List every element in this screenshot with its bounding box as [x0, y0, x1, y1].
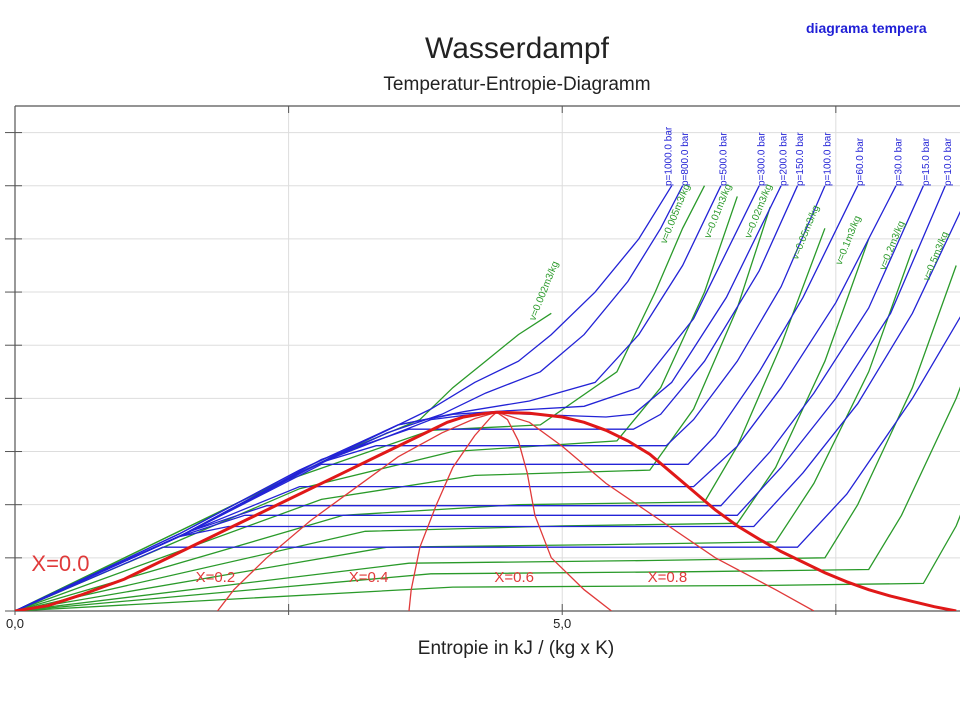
isochore-label: v=0.002m3/kg — [527, 260, 561, 323]
x-axis-label: Entropie in kJ / (kg x K) — [418, 638, 614, 659]
isobar-label: p=300.0 bar — [757, 132, 768, 186]
isobar-label: p=1000.0 bar — [664, 126, 675, 186]
isochore-label: v=0.05m3/kg — [790, 204, 822, 261]
isochore-line — [15, 238, 870, 611]
isobar-label: p=150.0 bar — [795, 132, 806, 186]
curves — [15, 185, 960, 611]
isobar-line — [15, 185, 799, 611]
quality-line — [216, 411, 497, 611]
isobar-line — [15, 185, 859, 611]
isochore-label: v=0.5m3/kg — [921, 230, 951, 282]
isobar-label: p=500.0 bar — [718, 132, 729, 186]
isobar-label: p=15.0 bar — [921, 137, 932, 186]
isochore-line — [15, 386, 960, 611]
saturated-vapor-line — [496, 410, 957, 611]
isobar-label: p=100.0 bar — [822, 132, 833, 186]
quality-label: X=0.0 — [31, 551, 89, 576]
x-tick-label: 5,0 — [553, 616, 571, 631]
isochore-line — [15, 185, 706, 611]
plot-area: 0,0 5,0 p=1000.0 bar p=800.0 bar p=500.0 bar… — [5, 105, 960, 631]
quality-label: X=0.8 — [648, 569, 688, 586]
quality-label: X=0.6 — [494, 569, 534, 586]
isobar-label: p=30.0 bar — [894, 137, 905, 186]
isobar-line — [15, 185, 946, 611]
grid — [15, 106, 960, 611]
isobar-line — [15, 185, 897, 611]
chart-subtitle: Temperatur-Entropie-Diagramm — [383, 74, 650, 95]
isobar-label: p=10.0 bar — [943, 137, 954, 186]
isochore-line — [15, 196, 738, 611]
quality-line — [496, 411, 612, 611]
isochore-label: v=0.2m3/kg — [878, 220, 908, 272]
isobar-label: p=200.0 bar — [779, 132, 790, 186]
quality-label: X=0.4 — [349, 569, 389, 586]
isobar-label: p=800.0 bar — [680, 132, 691, 186]
saturated-liquid-line — [15, 410, 497, 611]
corner-link-text[interactable]: diagrama tempera — [806, 20, 927, 36]
isochore-line — [15, 514, 960, 611]
isobar-line — [15, 185, 924, 611]
x-tick-label: 0,0 — [6, 616, 24, 631]
isochore-line — [15, 249, 914, 611]
quality-line — [496, 411, 815, 611]
isochore-line — [15, 206, 771, 611]
quality-label: X=0.2 — [196, 569, 236, 586]
isochore-line — [15, 265, 957, 611]
isochore-line — [15, 312, 552, 611]
isobar-line — [15, 316, 960, 611]
chart-title: Wasserdampf — [425, 32, 610, 65]
isobar-label: p=60.0 bar — [855, 137, 866, 186]
isobar-line — [15, 210, 960, 611]
isochore-label: v=0.005m3/kg — [659, 183, 693, 246]
quality-line — [408, 411, 498, 611]
